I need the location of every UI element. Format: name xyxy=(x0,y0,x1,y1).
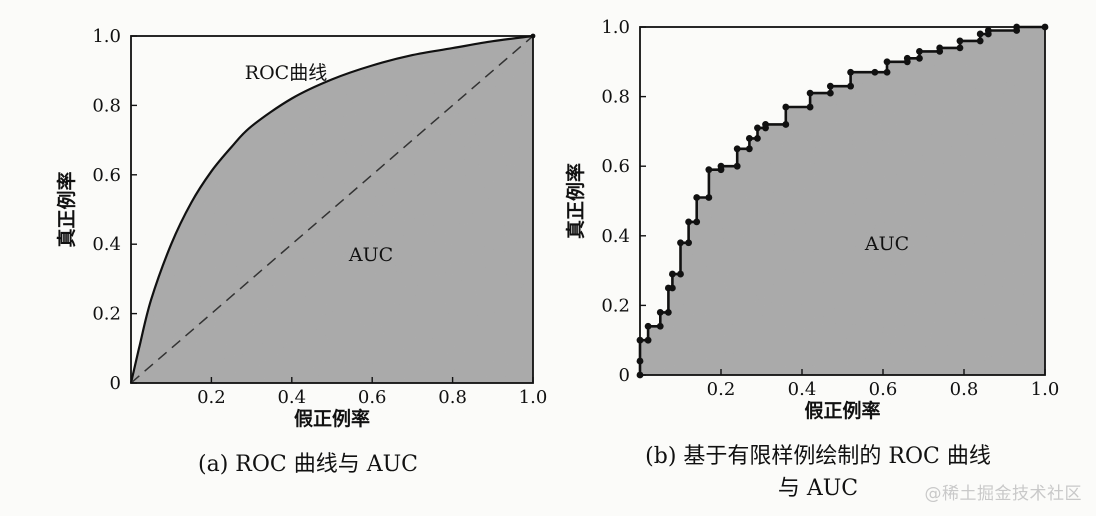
roc-point xyxy=(847,82,854,90)
plot-frame xyxy=(639,26,1046,376)
roc-point xyxy=(826,89,834,97)
x-axis-label: 假正例率 xyxy=(804,399,880,422)
roc-point xyxy=(782,103,790,111)
y-axis-label: 真正例率 xyxy=(55,171,78,247)
roc-point xyxy=(664,308,672,316)
x-tick-label: 0.4 xyxy=(788,379,817,400)
roc-point xyxy=(806,89,814,97)
watermark: @稀土掘金技术社区 xyxy=(924,484,1082,504)
chart-panel-b: 0.2 0.4 0.6 0.8 1.0 0 0.2 0.4 0.6 0.8 1.0 假正例率 真正例率 A… xyxy=(564,17,1059,501)
auc-label: AUC xyxy=(864,233,909,255)
roc-curve-label: ROC曲线 xyxy=(245,62,327,84)
y-tick-label: 0.4 xyxy=(92,234,121,255)
roc-point xyxy=(976,30,984,38)
roc-point xyxy=(705,166,713,174)
roc-point xyxy=(976,37,984,45)
roc-point xyxy=(916,47,923,55)
roc-point xyxy=(745,145,753,153)
y-tick-label: 0.2 xyxy=(601,295,630,316)
x-axis-label: 假正例率 xyxy=(294,407,370,430)
figure-caption: 与 AUC xyxy=(778,476,858,501)
x-tick-label: 1.0 xyxy=(519,387,548,408)
roc-point xyxy=(916,54,923,62)
plot-frame xyxy=(130,35,534,384)
auc-area xyxy=(640,27,1045,375)
roc-point xyxy=(685,239,692,247)
x-tick-label: 1.0 xyxy=(1031,379,1060,400)
roc-point xyxy=(956,44,964,52)
y-tick-label: 0 xyxy=(110,373,121,394)
roc-point xyxy=(754,134,761,142)
roc-point xyxy=(705,194,713,201)
roc-point xyxy=(733,162,741,170)
figure-caption: (a) ROC 曲线与 AUC xyxy=(198,452,418,477)
roc-point xyxy=(669,284,676,292)
roc-point xyxy=(745,134,753,142)
x-tick-label: 0.6 xyxy=(869,379,898,400)
diagonal-line xyxy=(130,35,534,384)
roc-point xyxy=(984,27,992,34)
y-tick-label: 1.0 xyxy=(92,26,121,47)
roc-point xyxy=(693,218,701,226)
roc-point xyxy=(847,68,854,76)
roc-point xyxy=(782,121,790,128)
x-tick-label: 0.4 xyxy=(277,387,306,408)
roc-point xyxy=(903,54,911,62)
y-axis-label: 真正例率 xyxy=(564,163,587,239)
x-tick-label: 0.2 xyxy=(707,379,736,400)
roc-point xyxy=(669,270,676,278)
roc-point xyxy=(883,68,891,76)
y-tick-label: 0.6 xyxy=(601,156,630,177)
roc-point xyxy=(956,37,964,45)
auc-label: AUC xyxy=(348,244,393,266)
roc-point xyxy=(656,308,664,316)
roc-point xyxy=(826,82,834,90)
roc-point xyxy=(685,218,692,226)
roc-point xyxy=(644,322,652,330)
roc-point xyxy=(717,162,725,170)
roc-point xyxy=(883,58,891,66)
roc-point xyxy=(693,194,701,201)
roc-point xyxy=(656,322,664,330)
roc-point xyxy=(677,239,684,247)
x-tick-label: 0.8 xyxy=(438,387,467,408)
roc-point xyxy=(733,145,741,153)
roc-point xyxy=(677,270,684,278)
x-tick-label: 0.8 xyxy=(950,379,979,400)
chart-panel-a: 0.2 0.4 0.6 0.8 1.0 0 0.2 0.4 0.6 0.8 1.0 假正例率 真正例率 R… xyxy=(55,26,547,477)
roc-point xyxy=(871,68,879,76)
y-tick-label: 1.0 xyxy=(601,17,630,38)
roc-point xyxy=(644,336,652,344)
y-tick-label: 0.8 xyxy=(92,95,121,116)
roc-curve xyxy=(129,34,534,384)
y-tick-label: 0.8 xyxy=(601,87,630,108)
y-tick-label: 0.6 xyxy=(92,165,121,186)
figure-caption: (b) 基于有限样例绘制的 ROC 曲线 xyxy=(645,444,991,469)
y-tick-label: 0 xyxy=(619,365,630,386)
x-tick-label: 0.2 xyxy=(197,387,226,408)
roc-point xyxy=(806,103,814,111)
roc-point xyxy=(754,124,761,132)
y-tick-label: 0.4 xyxy=(601,226,630,247)
y-tick-label: 0.2 xyxy=(92,304,121,325)
roc-point xyxy=(762,121,769,128)
x-tick-label: 0.6 xyxy=(358,387,387,408)
roc-point xyxy=(936,44,944,52)
